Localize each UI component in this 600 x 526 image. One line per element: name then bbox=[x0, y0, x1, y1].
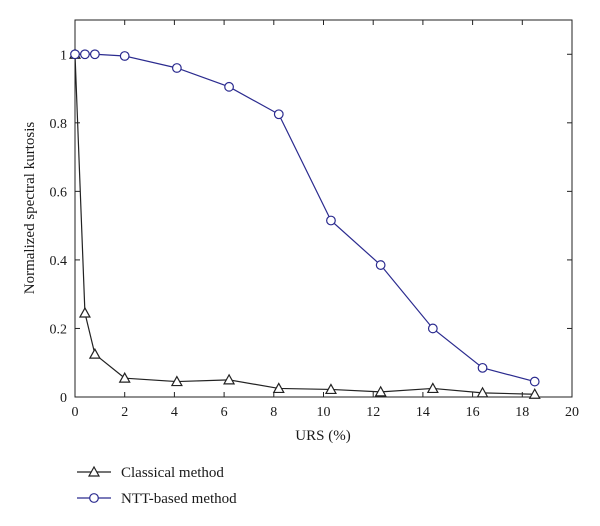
series-1 bbox=[68, 48, 541, 399]
data-point bbox=[170, 375, 183, 387]
x-tick-label: 18 bbox=[515, 405, 529, 420]
data-point bbox=[224, 81, 234, 92]
data-point bbox=[89, 49, 100, 60]
x-axis-title: URS (%) bbox=[295, 428, 350, 444]
data-point bbox=[426, 382, 439, 394]
data-point bbox=[528, 388, 541, 399]
series-line bbox=[74, 54, 535, 395]
legend-item: NTT-based method bbox=[77, 491, 237, 507]
legend-label: Classical method bbox=[121, 465, 224, 481]
data-point bbox=[427, 323, 438, 334]
y-axis-ticks: 0 0.2 0.4 0.6 0.8 1 bbox=[50, 48, 572, 406]
x-tick-label: 10 bbox=[317, 405, 331, 420]
y-tick-label: 0.4 bbox=[50, 254, 68, 269]
plot-area bbox=[74, 19, 573, 398]
x-tick-label: 6 bbox=[221, 405, 228, 420]
x-axis-ticks: 0 2 4 6 8 10 12 14 16 18 20 bbox=[72, 20, 579, 420]
y-tick-label: 0.6 bbox=[50, 185, 68, 200]
data-point bbox=[476, 386, 489, 398]
x-tick-label: 16 bbox=[466, 405, 480, 420]
legend-marker bbox=[87, 465, 101, 477]
y-tick-label: 0.2 bbox=[50, 322, 68, 337]
data-point bbox=[374, 385, 387, 397]
data-point bbox=[326, 215, 336, 226]
data-point bbox=[324, 383, 337, 395]
legend: Classical method NTT-based method bbox=[77, 465, 237, 507]
data-point bbox=[171, 63, 182, 73]
data-point bbox=[272, 382, 285, 394]
data-point bbox=[119, 51, 130, 61]
data-point bbox=[78, 306, 91, 318]
y-tick-label: 1 bbox=[60, 48, 67, 63]
legend-item: Classical method bbox=[77, 465, 224, 481]
data-point bbox=[375, 260, 386, 270]
data-point bbox=[70, 49, 80, 60]
x-tick-label: 0 bbox=[72, 405, 79, 420]
y-axis-title: Normalized spectral kurtosis bbox=[22, 122, 38, 295]
data-point bbox=[80, 49, 90, 60]
x-tick-label: 12 bbox=[366, 405, 380, 420]
x-tick-label: 14 bbox=[416, 405, 430, 420]
x-tick-label: 8 bbox=[270, 405, 277, 420]
legend-label: NTT-based method bbox=[121, 491, 237, 507]
series-2 bbox=[70, 49, 540, 387]
series-layer bbox=[68, 48, 541, 399]
legend-marker bbox=[89, 493, 99, 503]
y-tick-label: 0.8 bbox=[50, 117, 68, 132]
y-tick-label: 0 bbox=[60, 391, 67, 406]
x-tick-label: 20 bbox=[565, 405, 579, 420]
x-tick-label: 2 bbox=[121, 405, 128, 420]
data-point bbox=[529, 376, 540, 387]
x-tick-label: 4 bbox=[171, 405, 178, 420]
data-point bbox=[88, 347, 101, 359]
data-point bbox=[223, 373, 236, 385]
data-point bbox=[477, 362, 488, 373]
data-point bbox=[273, 109, 284, 120]
data-point bbox=[118, 371, 131, 383]
